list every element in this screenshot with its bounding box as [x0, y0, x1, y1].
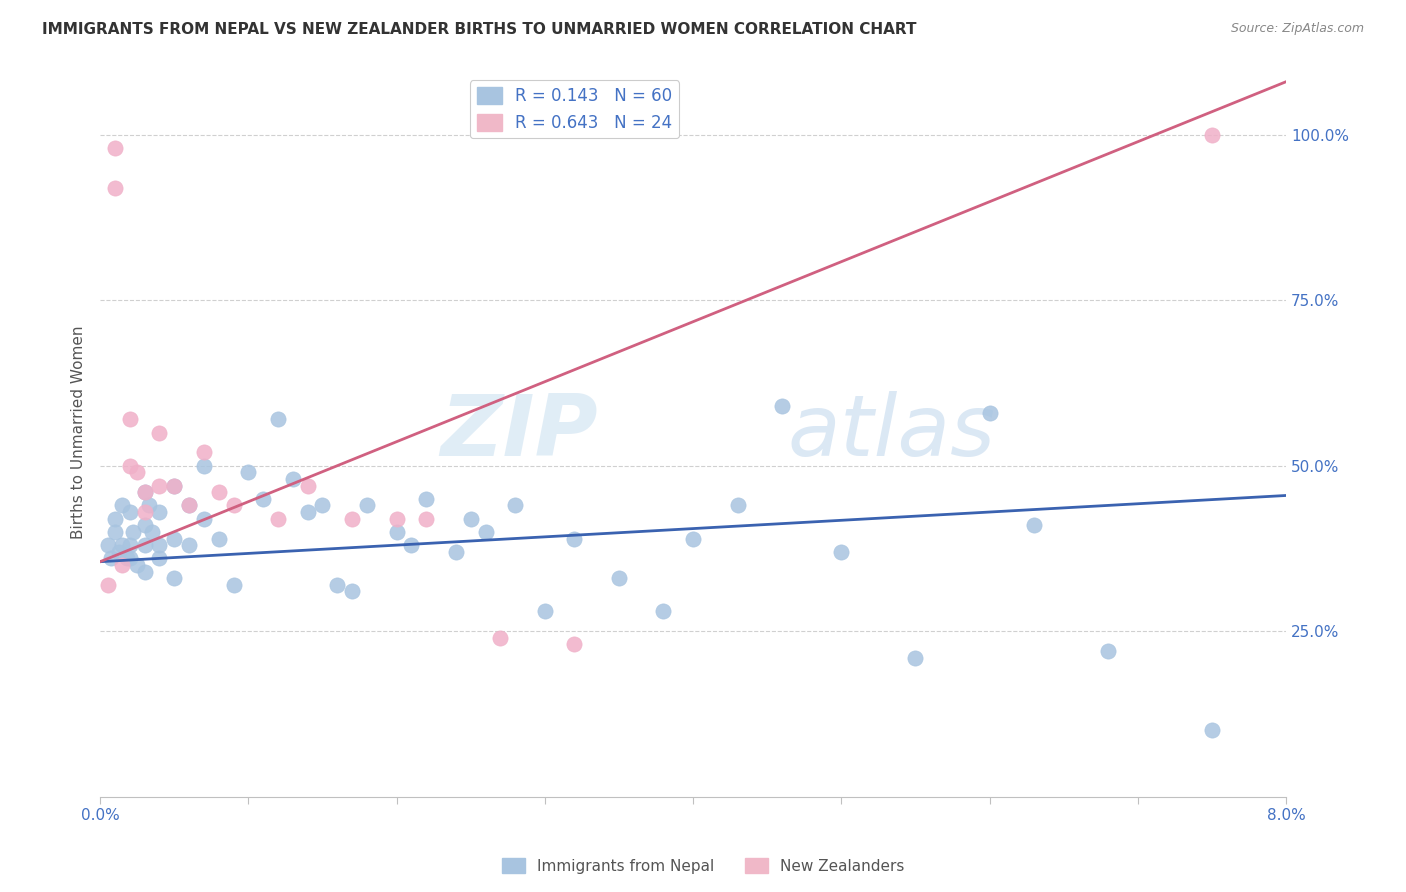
- Point: [979, 406, 1001, 420]
- Point: [770, 399, 793, 413]
- Point: [652, 604, 675, 618]
- Point: [138, 499, 160, 513]
- Point: [118, 538, 141, 552]
- Point: [222, 578, 245, 592]
- Point: [222, 499, 245, 513]
- Point: [311, 499, 333, 513]
- Point: [134, 518, 156, 533]
- Point: [401, 538, 423, 552]
- Point: [134, 565, 156, 579]
- Point: [208, 532, 231, 546]
- Point: [108, 545, 131, 559]
- Point: [460, 511, 482, 525]
- Point: [148, 478, 170, 492]
- Point: [111, 538, 134, 552]
- Point: [134, 538, 156, 552]
- Text: Source: ZipAtlas.com: Source: ZipAtlas.com: [1230, 22, 1364, 36]
- Point: [127, 558, 149, 572]
- Point: [415, 511, 437, 525]
- Point: [163, 532, 186, 546]
- Point: [193, 445, 215, 459]
- Point: [830, 545, 852, 559]
- Point: [104, 141, 127, 155]
- Point: [281, 472, 304, 486]
- Point: [127, 466, 149, 480]
- Point: [163, 478, 186, 492]
- Point: [415, 491, 437, 506]
- Point: [727, 499, 749, 513]
- Point: [904, 650, 927, 665]
- Point: [193, 511, 215, 525]
- Point: [96, 578, 118, 592]
- Point: [267, 412, 290, 426]
- Point: [193, 458, 215, 473]
- Point: [118, 458, 141, 473]
- Legend: Immigrants from Nepal, New Zealanders: Immigrants from Nepal, New Zealanders: [496, 852, 910, 880]
- Point: [118, 505, 141, 519]
- Point: [163, 571, 186, 585]
- Point: [503, 499, 526, 513]
- Point: [252, 491, 274, 506]
- Text: ZIP: ZIP: [440, 391, 598, 474]
- Point: [148, 538, 170, 552]
- Point: [177, 499, 200, 513]
- Point: [134, 485, 156, 500]
- Point: [111, 499, 134, 513]
- Point: [340, 511, 363, 525]
- Point: [385, 524, 408, 539]
- Point: [177, 499, 200, 513]
- Point: [1097, 644, 1119, 658]
- Point: [118, 551, 141, 566]
- Point: [356, 499, 378, 513]
- Text: IMMIGRANTS FROM NEPAL VS NEW ZEALANDER BIRTHS TO UNMARRIED WOMEN CORRELATION CHA: IMMIGRANTS FROM NEPAL VS NEW ZEALANDER B…: [42, 22, 917, 37]
- Point: [163, 478, 186, 492]
- Point: [267, 511, 290, 525]
- Point: [489, 631, 512, 645]
- Point: [385, 511, 408, 525]
- Point: [177, 538, 200, 552]
- Point: [104, 524, 127, 539]
- Point: [1201, 723, 1223, 738]
- Point: [297, 478, 319, 492]
- Point: [111, 558, 134, 572]
- Point: [564, 637, 586, 651]
- Point: [564, 532, 586, 546]
- Point: [141, 524, 163, 539]
- Point: [134, 505, 156, 519]
- Y-axis label: Births to Unmarried Women: Births to Unmarried Women: [72, 326, 86, 540]
- Point: [121, 524, 143, 539]
- Point: [118, 412, 141, 426]
- Point: [96, 538, 118, 552]
- Point: [474, 524, 496, 539]
- Point: [533, 604, 555, 618]
- Point: [682, 532, 704, 546]
- Point: [134, 485, 156, 500]
- Point: [238, 466, 260, 480]
- Point: [607, 571, 630, 585]
- Point: [148, 425, 170, 440]
- Point: [1201, 128, 1223, 142]
- Point: [100, 551, 122, 566]
- Legend: R = 0.143   N = 60, R = 0.643   N = 24: R = 0.143 N = 60, R = 0.643 N = 24: [470, 80, 679, 138]
- Point: [297, 505, 319, 519]
- Point: [104, 511, 127, 525]
- Point: [115, 551, 138, 566]
- Text: atlas: atlas: [787, 391, 995, 474]
- Point: [148, 551, 170, 566]
- Point: [1022, 518, 1045, 533]
- Point: [208, 485, 231, 500]
- Point: [444, 545, 467, 559]
- Point: [104, 180, 127, 194]
- Point: [148, 505, 170, 519]
- Point: [326, 578, 349, 592]
- Point: [340, 584, 363, 599]
